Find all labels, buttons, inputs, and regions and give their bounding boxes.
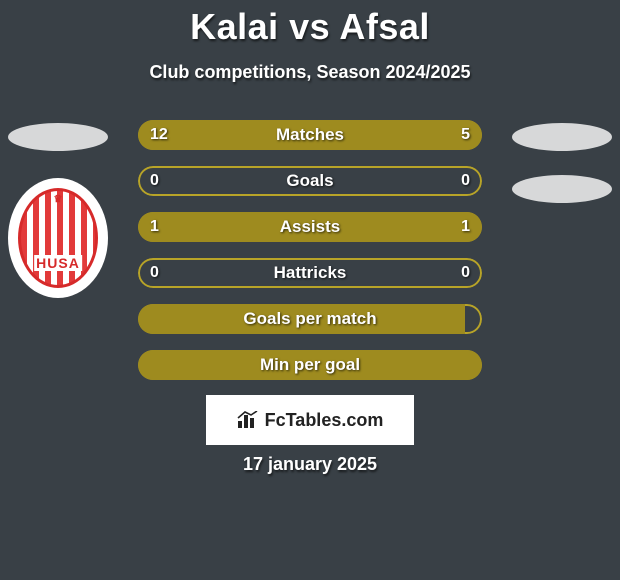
stat-row: Min per goal xyxy=(138,350,482,380)
stat-row: 00Goals xyxy=(138,166,482,196)
bar-fill-left xyxy=(138,120,379,150)
bar-track xyxy=(138,166,482,196)
page-title: Kalai vs Afsal xyxy=(0,0,620,48)
stat-row: 11Assists xyxy=(138,212,482,242)
crown-icon: ♛ xyxy=(54,195,63,205)
bar-fill-left xyxy=(138,350,482,380)
source-badge: FcTables.com xyxy=(206,395,414,445)
club-badge-text: HUSA xyxy=(34,255,82,271)
bar-fill-left xyxy=(138,304,465,334)
club-badge-graphic: ♛ HUSA xyxy=(18,188,98,288)
bar-track xyxy=(138,258,482,288)
bar-chart-icon xyxy=(237,411,259,429)
footer-date: 17 january 2025 xyxy=(0,454,620,475)
player1-avatar-placeholder xyxy=(8,123,108,151)
stat-row: 125Matches xyxy=(138,120,482,150)
bars-container: 125Matches 00Goals 11Assists 00Hattricks Goa… xyxy=(138,120,482,396)
bar-fill-left xyxy=(138,212,310,242)
player2-club-placeholder xyxy=(512,175,612,203)
bar-fill-right xyxy=(379,120,482,150)
stat-row: Goals per match xyxy=(138,304,482,334)
stat-row: 00Hattricks xyxy=(138,258,482,288)
subtitle: Club competitions, Season 2024/2025 xyxy=(0,62,620,83)
bar-fill-right xyxy=(310,212,482,242)
player2-avatar-placeholder xyxy=(512,123,612,151)
source-text: FcTables.com xyxy=(265,410,384,431)
player1-club-badge: ♛ HUSA xyxy=(8,178,108,298)
